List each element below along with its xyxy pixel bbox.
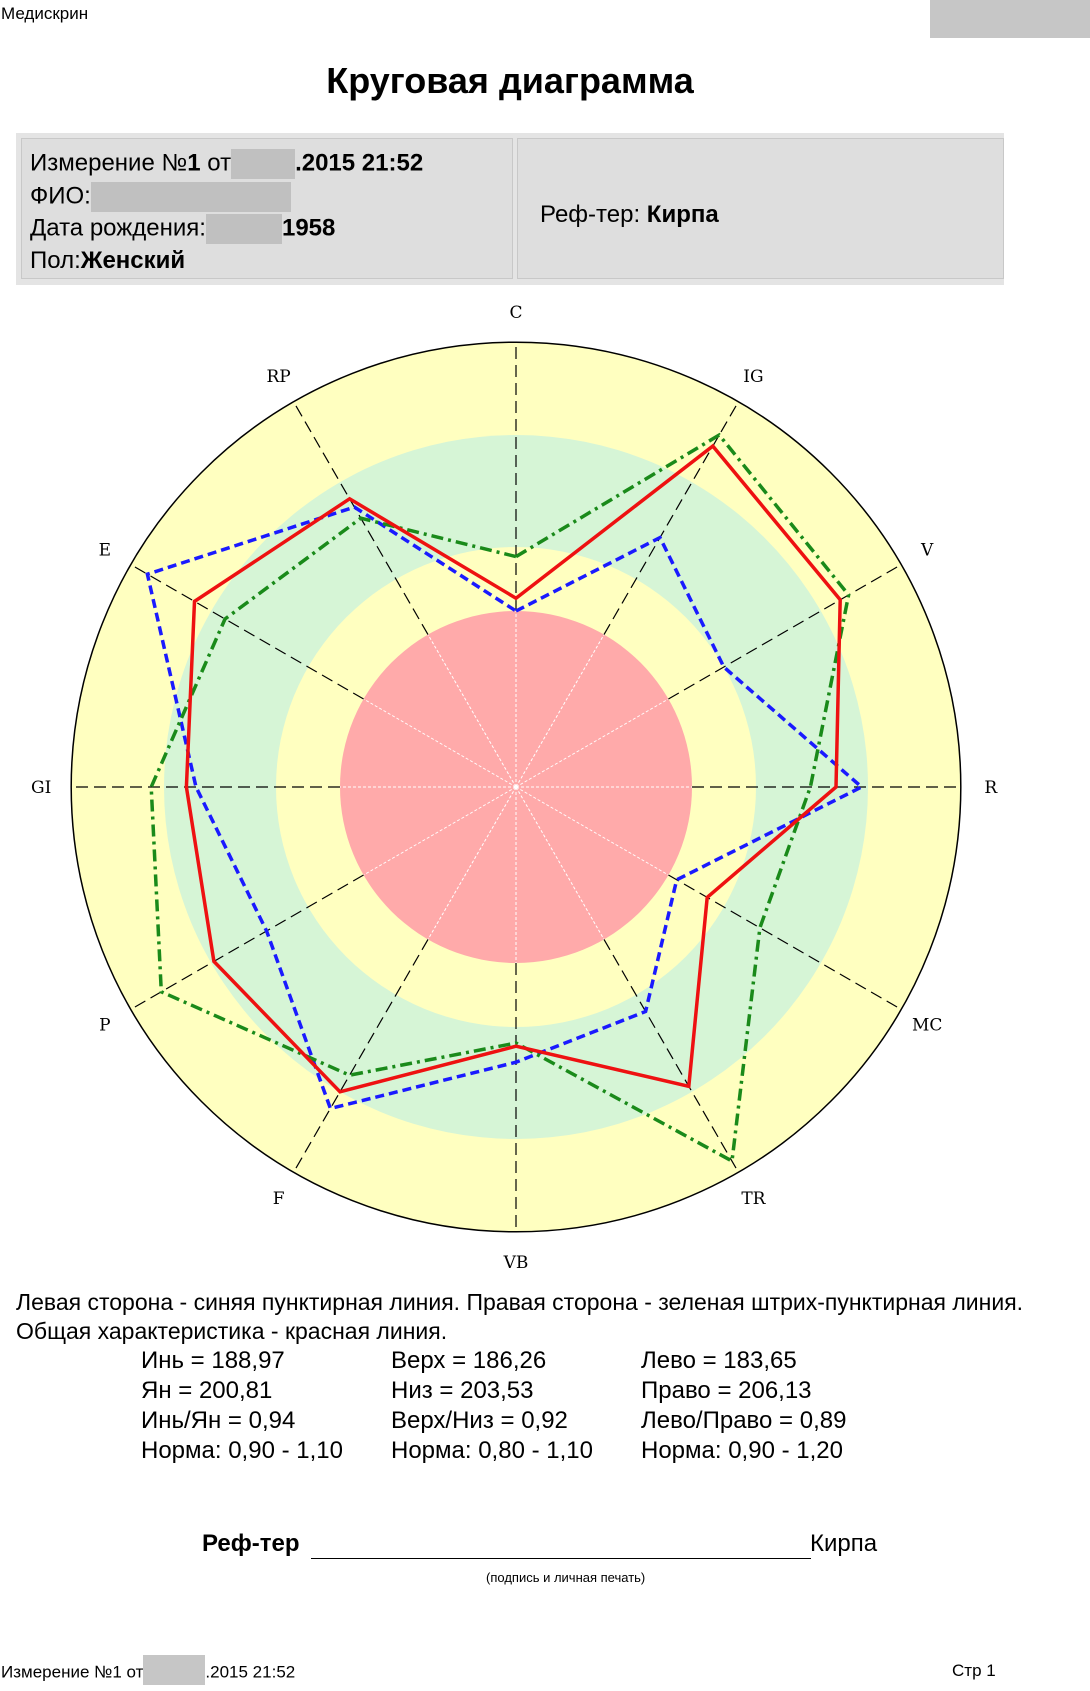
stat-value: Инь/Ян = 0,94	[141, 1407, 296, 1434]
radar-chart: C IG V R MC TR VB F P GI E RP	[31, 303, 998, 1273]
stat-value: Верх/Низ = 0,92	[391, 1407, 568, 1434]
stat-value: Верх = 186,26	[391, 1347, 547, 1374]
info-panel: Измерение №1 от .2015 21:52 ФИО: Дата рож…	[16, 133, 1004, 285]
axis-label-gi: GI	[31, 778, 51, 798]
referent-label: Реф-тер:	[540, 201, 641, 228]
signature-line	[311, 1558, 811, 1559]
redacted-date	[231, 149, 296, 179]
chart-spoke-inner	[515, 634, 605, 788]
chart-spoke-inner	[427, 786, 517, 940]
footer-measurement: Измерение №1 от .2015 21:52	[1, 1655, 296, 1685]
chart-spoke-inner	[427, 634, 517, 788]
stat-value: Право = 206,13	[641, 1377, 812, 1404]
patient-info-cell: Измерение №1 от .2015 21:52 ФИО: Дата рож…	[21, 138, 513, 279]
signature-name: Кирпа	[810, 1530, 878, 1557]
measurement-date: .2015 21:52	[295, 149, 424, 177]
measurement-from: от	[207, 149, 232, 177]
referent-line: Реф-тер: Кирпа	[540, 201, 719, 229]
chart-spoke-inner	[515, 786, 605, 940]
axis-label-v: V	[920, 541, 934, 561]
stat-value: Норма: 0,90 - 1,10	[141, 1437, 343, 1464]
birth-line: Дата рождения: 1958	[30, 214, 335, 244]
signature-hint: (подпись и личная печать)	[486, 1570, 646, 1585]
chart-spokes	[71, 342, 961, 1232]
chart-outer-ring	[70, 341, 962, 1233]
stat-value: Низ = 203,53	[391, 1377, 534, 1404]
referent-cell: Реф-тер: Кирпа	[517, 138, 1004, 279]
page-title: Круговая диаграмма	[326, 60, 694, 101]
axis-label-mc: MC	[912, 1015, 942, 1035]
axis-label-f: F	[273, 1189, 285, 1209]
chart-spoke-inner	[515, 698, 669, 788]
chart-series-dashdot	[149, 432, 851, 1164]
chart-spoke-inner	[363, 698, 517, 788]
referent-value: Кирпа	[646, 201, 719, 228]
footer-measurement-left: Измерение №1 от	[1, 1662, 144, 1682]
axis-label-vb: VB	[503, 1253, 529, 1273]
app-name: Медискрин	[1, 4, 89, 23]
sex-label: Пол:	[30, 247, 81, 274]
axis-label-tr: TR	[741, 1189, 766, 1209]
stat-value: Норма: 0,80 - 1,10	[391, 1437, 593, 1464]
chart-series-dashed	[145, 505, 865, 1111]
fio-line: ФИО:	[30, 182, 291, 212]
stat-value: Лево/Право = 0,89	[641, 1407, 847, 1434]
fio-label: ФИО:	[30, 182, 91, 210]
stat-value: Норма: 0,90 - 1,20	[641, 1437, 843, 1464]
measurement-prefix: Измерение №	[30, 149, 188, 177]
axis-label-c: C	[509, 303, 522, 323]
chart-spoke	[130, 564, 364, 700]
chart-spoke-inner	[363, 786, 517, 876]
chart-axis-labels: C IG V R MC TR VB F P GI E RP	[31, 303, 998, 1273]
chart-spoke	[668, 564, 902, 700]
chart-series-solid	[184, 443, 842, 1094]
footer-measurement-right: .2015 21:52	[205, 1662, 296, 1682]
sex-line: Пол:Женский	[30, 247, 185, 275]
measurement-line: Измерение №1 от .2015 21:52	[30, 149, 423, 179]
chart-series	[145, 432, 865, 1164]
stat-value: Ян = 200,81	[141, 1377, 273, 1404]
axis-label-e: E	[99, 541, 111, 561]
axis-label-p: P	[99, 1015, 110, 1035]
axis-label-ig: IG	[743, 367, 763, 387]
footer-redacted-date	[143, 1655, 206, 1685]
birth-label: Дата рождения:	[30, 214, 206, 242]
redacted-block	[930, 0, 1090, 38]
chart-spoke	[293, 939, 429, 1173]
stat-value: Лево = 183,65	[641, 1347, 797, 1374]
chart-spoke	[130, 874, 364, 1010]
redacted-fio	[90, 182, 291, 212]
footer-page-number: Стр 1	[952, 1661, 996, 1680]
stat-value: Инь = 188,97	[141, 1347, 285, 1374]
chart-spoke	[603, 939, 739, 1173]
redacted-birth	[205, 214, 282, 244]
chart-spoke-inner	[515, 786, 669, 876]
signature-label: Реф-тер	[202, 1530, 300, 1557]
axis-label-r: R	[984, 778, 998, 798]
axis-label-rp: RP	[266, 367, 290, 387]
chart-legend-text: Левая сторона - синяя пунктирная линия. …	[16, 1289, 1024, 1344]
birth-year: 1958	[281, 214, 336, 242]
measurement-number: 1	[187, 149, 201, 177]
chart-spoke	[603, 401, 739, 635]
sex-value: Женский	[80, 247, 186, 274]
